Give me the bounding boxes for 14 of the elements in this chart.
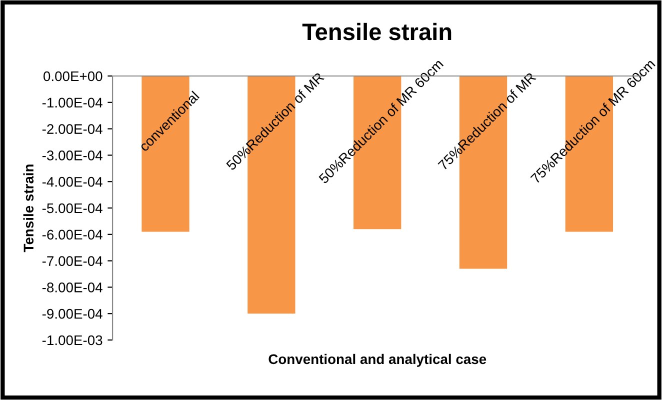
y-tick-label: -3.00E-04 bbox=[42, 150, 102, 160]
y-tick-label: -5.00E-04 bbox=[42, 203, 102, 214]
y-tick-label: -1.00E-04 bbox=[42, 98, 102, 108]
y-tick-label: -8.00E-04 bbox=[42, 282, 102, 292]
y-tick-label: -6.00E-04 bbox=[42, 230, 102, 240]
y-tick-label: -7.00E-04 bbox=[42, 256, 102, 266]
y-axis-title: Tensile strain bbox=[23, 164, 34, 252]
y-tick-label: 0.00E+00 bbox=[44, 71, 102, 82]
chart-title: Tensile strain bbox=[302, 22, 452, 40]
y-tick-label: -1.00E-03 bbox=[42, 335, 102, 346]
y-tick-label: -4.00E-04 bbox=[42, 176, 102, 187]
y-tick-label: -2.00E-04 bbox=[42, 124, 102, 134]
x-axis-title: Conventional and analytical case bbox=[268, 354, 486, 367]
y-tick-label: -9.00E-04 bbox=[42, 308, 102, 319]
